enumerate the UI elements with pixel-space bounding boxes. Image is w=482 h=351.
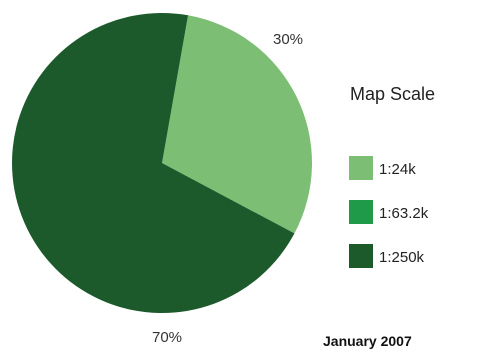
legend-items: 1:24k 1:63.2k 1:250k bbox=[349, 156, 429, 268]
legend-title: Map Scale bbox=[350, 84, 435, 104]
slice-label-1:250k: 70% bbox=[152, 329, 182, 346]
legend-label-1:24k: 1:24k bbox=[379, 161, 416, 178]
legend-label-1:250k: 1:250k bbox=[379, 249, 425, 266]
legend: Map Scale 1:24k 1:63.2k 1:250k bbox=[349, 84, 435, 268]
legend-swatch-1:250k bbox=[349, 244, 373, 268]
legend-label-1:63.2k: 1:63.2k bbox=[379, 205, 429, 222]
footer-date: January 2007 bbox=[323, 333, 412, 349]
pie-slice-1:250k bbox=[11, 13, 295, 314]
slice-label-1:24k: 30% bbox=[273, 31, 303, 48]
pie-slice-1:24k bbox=[162, 15, 313, 234]
pie-slices bbox=[11, 13, 313, 314]
legend-swatch-1:63.2k bbox=[349, 200, 373, 224]
slice-labels: 30% 70% bbox=[152, 31, 303, 346]
legend-swatch-1:24k bbox=[349, 156, 373, 180]
